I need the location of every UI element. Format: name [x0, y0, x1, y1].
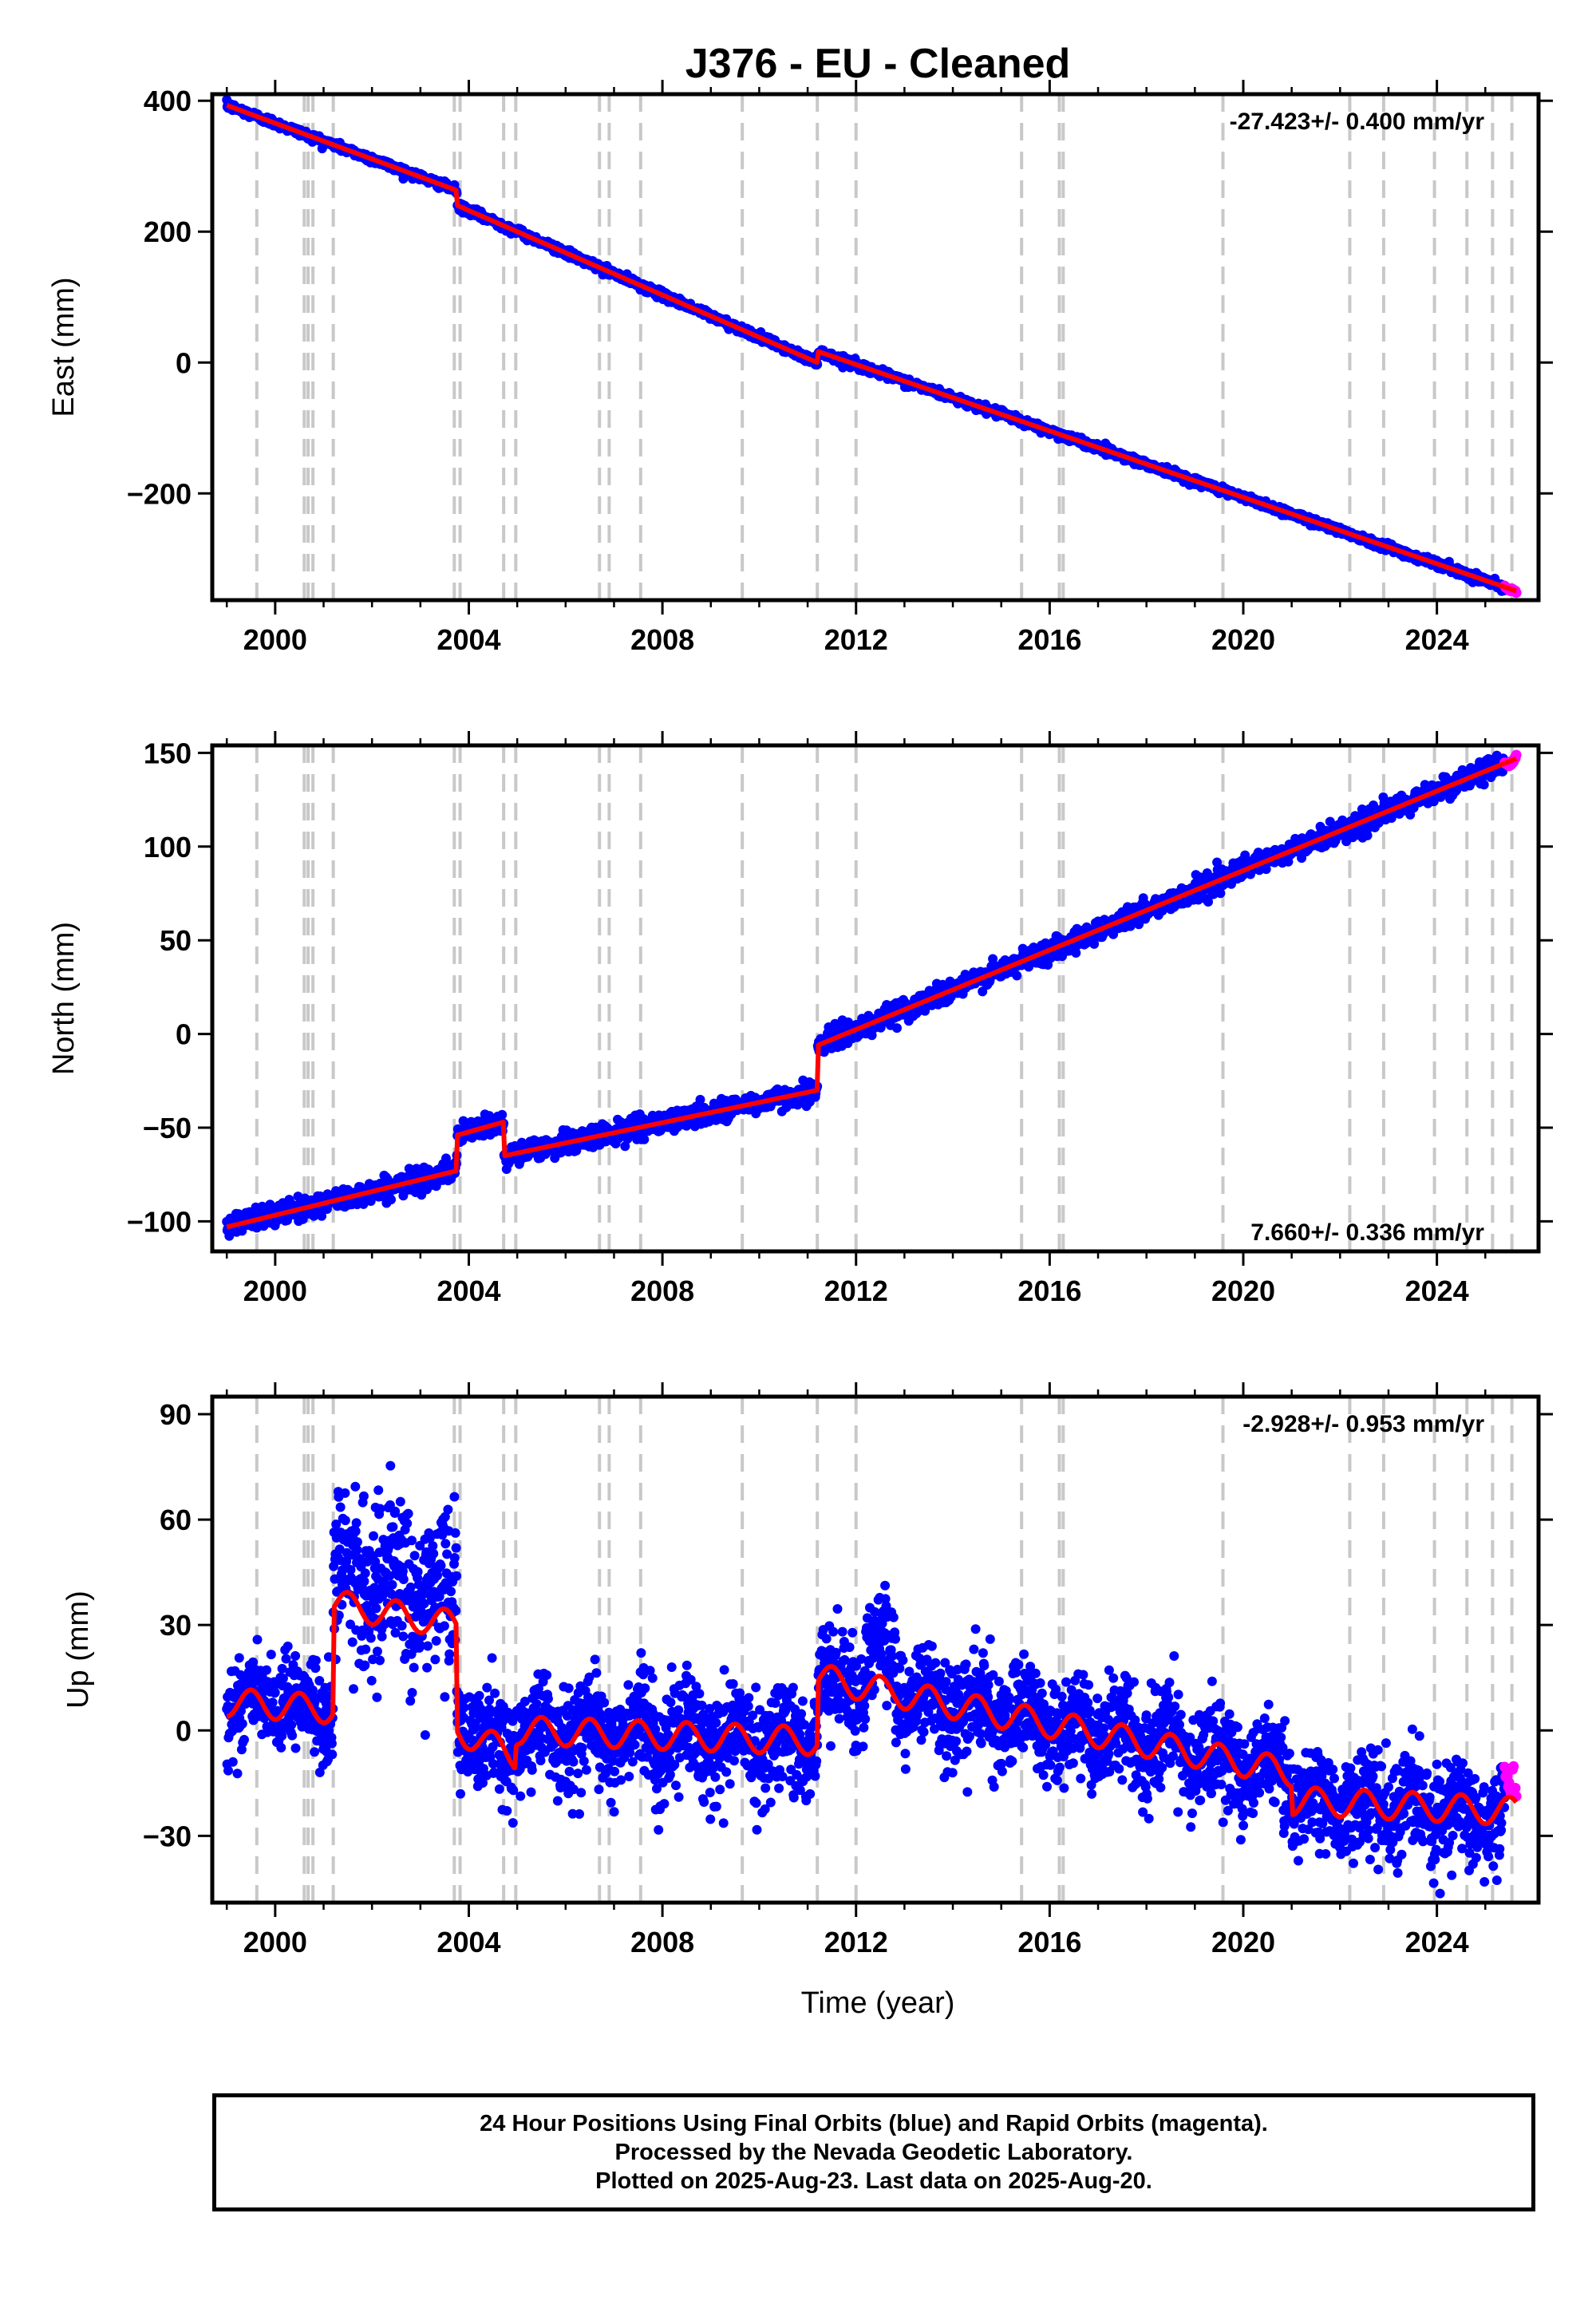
x-tick-label: 2000 — [243, 623, 307, 656]
data-point — [257, 1201, 267, 1211]
data-point — [1012, 970, 1022, 981]
data-point — [317, 1211, 327, 1221]
x-tick-label: 2016 — [1017, 623, 1081, 656]
data-point — [1261, 864, 1271, 875]
x-tick-label: 2020 — [1211, 623, 1275, 656]
data-point — [1215, 888, 1226, 899]
data-point — [1240, 850, 1250, 860]
data-point — [620, 1141, 630, 1152]
y-axis-label: East (mm) — [47, 277, 81, 417]
data-point — [1071, 948, 1081, 958]
x-tick-label: 2008 — [630, 623, 694, 656]
data-point — [1203, 897, 1213, 907]
data-point — [1212, 857, 1223, 868]
data-point — [892, 1023, 902, 1034]
data-point — [441, 1153, 451, 1164]
data-point — [639, 1134, 650, 1144]
data-point — [867, 1030, 877, 1041]
data-point — [988, 954, 998, 964]
panel-east: 2000 2004 2008 2012 2016 2020 20244002000−200E… — [47, 80, 1553, 656]
y-tick-label: 400 — [144, 85, 192, 117]
model-line — [226, 103, 1518, 594]
x-tick-label: 2004 — [437, 623, 500, 656]
y-tick-label: 200 — [144, 215, 192, 248]
x-tick-label: 2024 — [1405, 623, 1469, 656]
data-point — [386, 1195, 396, 1205]
panel-north: 2000 2004 2008 2012 2016 2020 2024150100500−50… — [47, 731, 1553, 1307]
data-point — [819, 1047, 829, 1057]
plot-area — [222, 95, 1522, 599]
x-tick-label: 2012 — [824, 623, 888, 656]
rate-label: -27.423+/- 0.400 mm/yr — [1230, 109, 1485, 135]
y-tick-label: 0 — [176, 346, 192, 379]
y-tick-label: −200 — [127, 477, 192, 510]
data-point — [695, 1094, 705, 1105]
data-point — [412, 1164, 421, 1174]
plot-area — [222, 749, 1522, 1241]
data-point — [1089, 939, 1100, 949]
data-point — [224, 1231, 235, 1241]
chart-title: J376 - EU - Cleaned — [685, 41, 1071, 87]
data-point — [497, 1109, 508, 1120]
data-point — [622, 1134, 633, 1144]
plot-frame — [210, 92, 1541, 603]
data-point — [1283, 856, 1294, 867]
final-orbit-points — [222, 750, 1510, 1241]
